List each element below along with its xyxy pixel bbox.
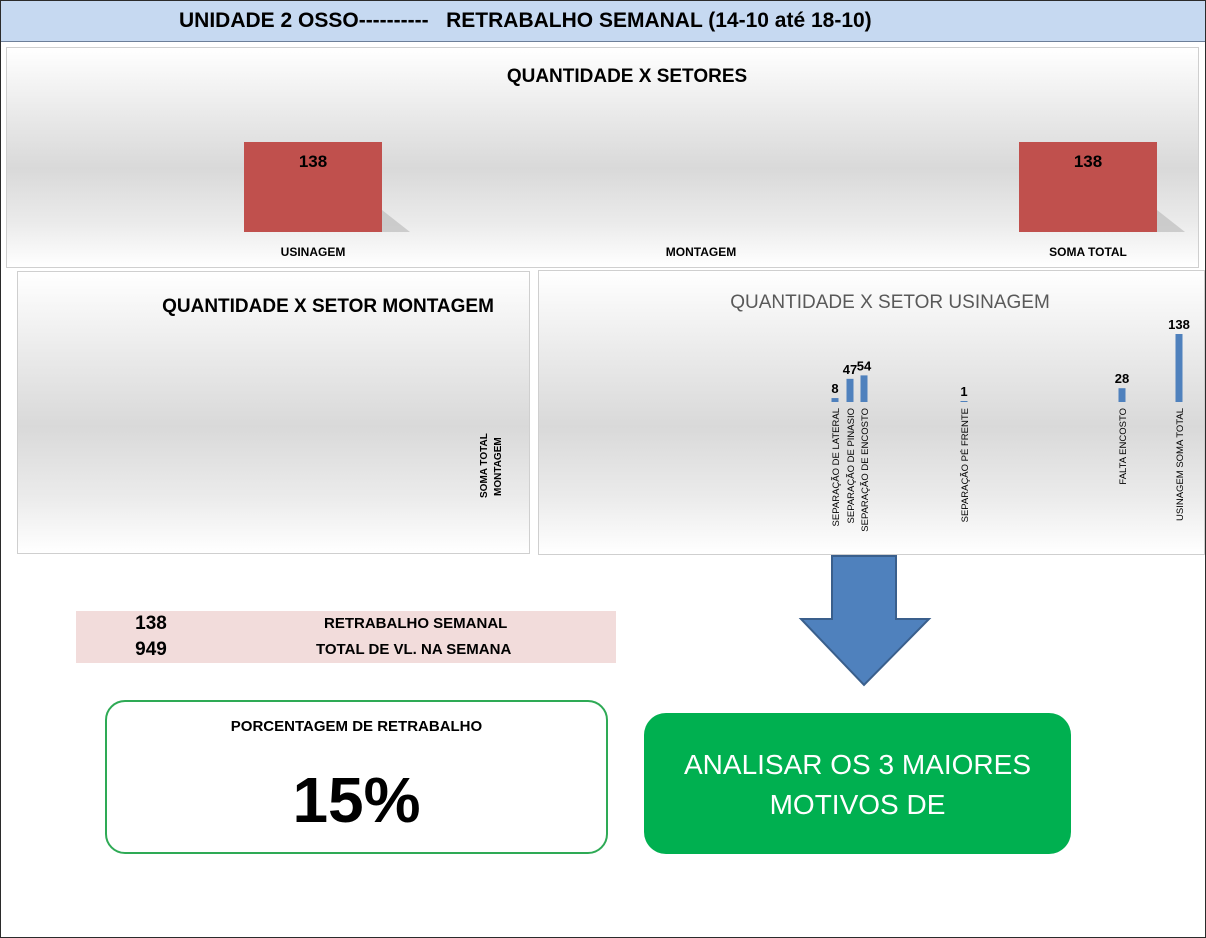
chart-setores-panel: QUANTIDADE X SETORES 138 USINAGEM MONTAGEM 1… <box>6 47 1199 268</box>
category-label: SOMA TOTAL <box>1049 245 1127 259</box>
report-title: UNIDADE 2 OSSO---------- RETRABALHO SEMA… <box>179 9 872 32</box>
category-label: USINAGEM <box>281 245 346 259</box>
bar <box>244 142 382 232</box>
bar-shadow <box>252 210 410 232</box>
category-label: SOMA TOTAL <box>479 433 490 498</box>
summary-value: 138 <box>135 613 167 634</box>
arrow-down-icon <box>798 555 932 687</box>
percentage-value: 15% <box>292 764 421 836</box>
summary-label: RETRABALHO SEMANAL <box>324 615 508 632</box>
bar <box>1019 142 1157 232</box>
bar-shadow <box>1027 210 1185 232</box>
data-label: 138 <box>299 152 327 171</box>
chart-montagem: QUANTIDADE X SETOR MONTAGEM SOMA TOTAL MON… <box>162 296 504 498</box>
data-label: 47 <box>843 362 857 377</box>
summary-table: 138 RETRABALHO SEMANAL 949 TOTAL DE VL. … <box>76 611 616 663</box>
percentage-label: PORCENTAGEM DE RETRABALHO <box>230 718 483 735</box>
data-label: 28 <box>1115 371 1129 386</box>
data-label: 54 <box>857 358 872 373</box>
category-label: SEPARAÇÃO DE ENCOSTO <box>860 408 871 532</box>
bar <box>1175 334 1183 402</box>
chart-title: QUANTIDADE X SETORES <box>507 66 747 87</box>
summary-label: TOTAL DE VL. NA SEMANA <box>316 641 512 658</box>
category-label: SEPARAÇÃO DE LATERAL <box>831 408 842 526</box>
category-label: SEPARAÇÃO DE PINASIO <box>846 408 857 523</box>
report-header: UNIDADE 2 OSSO---------- RETRABALHO SEMA… <box>1 1 1205 42</box>
action-text-line1: ANALISAR OS 3 MAIORES <box>684 749 1031 780</box>
chart-title: QUANTIDADE X SETOR USINAGEM <box>730 292 1050 313</box>
bar <box>860 375 868 402</box>
category-label: MONTAGEM <box>666 245 736 259</box>
chart-montagem-panel: QUANTIDADE X SETOR MONTAGEM SOMA TOTAL MON… <box>17 271 530 554</box>
data-label: 138 <box>1074 152 1102 171</box>
action-card: ANALISAR OS 3 MAIORES MOTIVOS DE <box>644 713 1071 854</box>
category-label: SEPARAÇÃO PÉ FRENTE <box>960 408 971 522</box>
percentage-card: PORCENTAGEM DE RETRABALHO 15% <box>105 700 608 854</box>
data-label: 138 <box>1168 317 1190 332</box>
bar <box>960 401 968 402</box>
chart-usinagem-panel: QUANTIDADE X SETOR USINAGEM 8 SEPARAÇÃO DE… <box>538 270 1205 555</box>
chart-setores: QUANTIDADE X SETORES 138 USINAGEM MONTAGEM 1… <box>244 66 1185 259</box>
chart-title: QUANTIDADE X SETOR MONTAGEM <box>162 296 494 317</box>
summary-row-weekly: 138 RETRABALHO SEMANAL <box>76 611 616 637</box>
bar <box>831 398 839 402</box>
bar <box>1118 388 1126 402</box>
data-label: 1 <box>960 384 967 399</box>
category-label: MONTAGEM <box>493 437 504 496</box>
category-label: FALTA ENCOSTO <box>1118 408 1129 485</box>
chart-usinagem: QUANTIDADE X SETOR USINAGEM 8 SEPARAÇÃO DE… <box>730 292 1190 532</box>
bar <box>846 378 854 402</box>
summary-value: 949 <box>135 639 167 660</box>
action-text-line2: MOTIVOS DE <box>769 789 946 820</box>
summary-row-total: 949 TOTAL DE VL. NA SEMANA <box>76 637 616 663</box>
data-label: 8 <box>831 381 838 396</box>
category-label: USINAGEM SOMA TOTAL <box>1175 408 1186 521</box>
